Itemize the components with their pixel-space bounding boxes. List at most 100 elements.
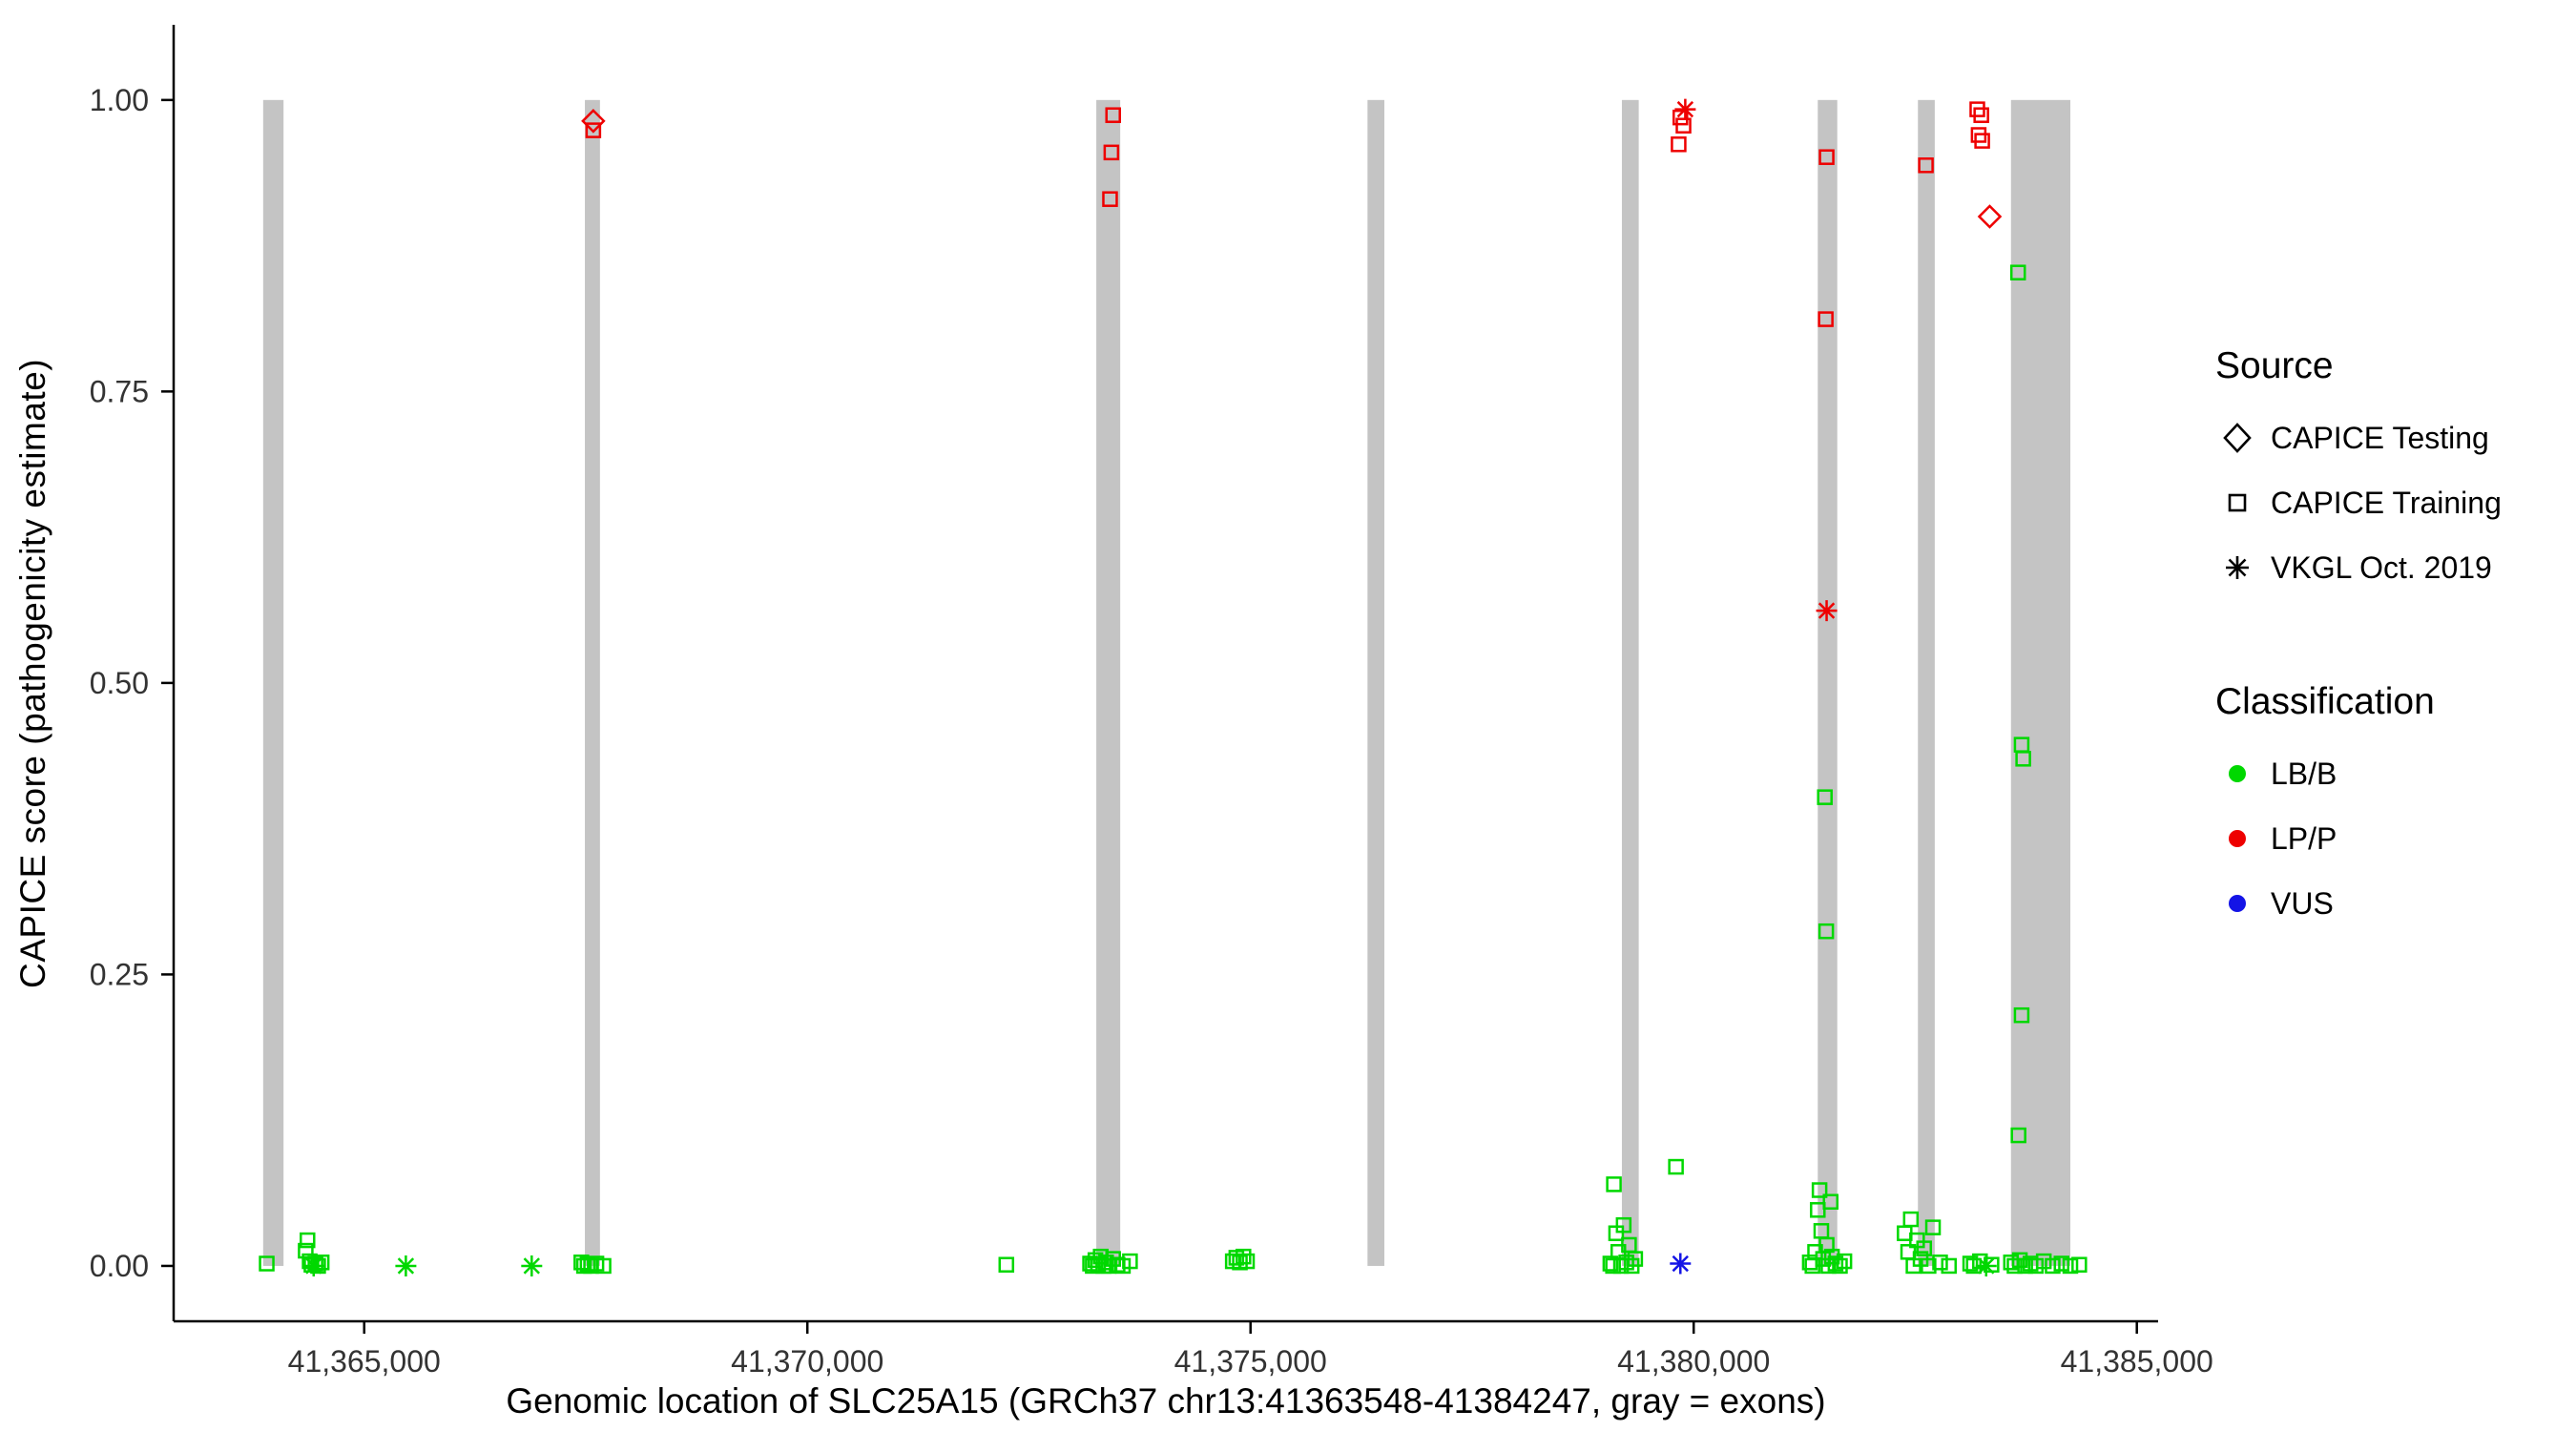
diamond-icon <box>2223 423 2252 453</box>
point-square <box>1668 1158 1684 1175</box>
point-square <box>1916 1240 1932 1256</box>
legend-item-label: CAPICE Testing <box>2271 420 2489 455</box>
point-square <box>1818 311 1834 327</box>
legend-source-title: Source <box>2215 345 2334 386</box>
point-asterisk <box>395 1255 417 1276</box>
point-square <box>1818 149 1835 165</box>
exon-bar <box>1621 99 1639 1266</box>
point-square <box>1984 1256 2000 1273</box>
x-tick-label: 41,375,000 <box>1174 1344 1327 1379</box>
point-square <box>2062 1257 2079 1275</box>
y-tick-label: 1.00 <box>90 83 149 117</box>
point-square <box>1236 1248 1252 1265</box>
x-tick-label: 41,385,000 <box>2061 1344 2213 1379</box>
point-square <box>2009 264 2026 280</box>
point-square <box>313 1255 330 1271</box>
point-square <box>1962 1255 1979 1272</box>
x-tick-label: 41,365,000 <box>288 1344 441 1379</box>
x-tick-label: 41,370,000 <box>731 1344 883 1379</box>
point-square <box>1675 117 1692 134</box>
point-square <box>1818 923 1835 940</box>
legend-item-capice-testing: CAPICE Testing <box>2215 416 2570 460</box>
point-square <box>1238 1253 1256 1270</box>
y-axis-title: CAPICE score (pathogenicity estimate) <box>13 358 52 989</box>
y-tick-label: 0.75 <box>90 374 149 408</box>
asterisk-icon <box>2226 556 2249 579</box>
point-square <box>300 1232 316 1249</box>
legend-item-label: CAPICE Training <box>2271 485 2502 520</box>
point-square <box>1811 1182 1828 1198</box>
point-square <box>1102 191 1118 207</box>
point-square <box>2027 1257 2045 1275</box>
point-square <box>1827 1255 1844 1272</box>
point-square <box>1941 1257 1958 1275</box>
point-asterisk <box>521 1255 543 1276</box>
point-square <box>1672 109 1689 126</box>
exon-bar <box>1367 99 1384 1266</box>
point-square <box>1627 1251 1644 1267</box>
legend-item-lpp: LP/P <box>2215 817 2570 861</box>
point-square <box>1606 1176 1622 1192</box>
red-dot-icon <box>2229 830 2246 847</box>
legend-item-capice-training: CAPICE Training <box>2215 481 2570 525</box>
point-square <box>1615 1216 1632 1234</box>
point-square <box>1818 1236 1835 1254</box>
point-square <box>1671 136 1687 153</box>
point-square <box>998 1256 1015 1273</box>
legend-item-vus: VUS <box>2215 881 2570 925</box>
point-square <box>1822 1193 1839 1210</box>
green-dot-icon <box>2229 765 2246 782</box>
legend-item-label: LB/B <box>2271 756 2337 791</box>
exon-bar <box>1918 99 1935 1266</box>
point-square <box>2053 1255 2069 1272</box>
point-square <box>1103 144 1120 161</box>
point-diamond <box>1977 204 2003 229</box>
point-square <box>2010 1127 2026 1144</box>
point-square <box>1105 107 1121 123</box>
point-square <box>1973 107 1989 123</box>
point-square <box>1921 1257 1937 1275</box>
point-asterisk <box>1816 600 1838 622</box>
point-diamond <box>581 109 606 134</box>
exon-bar <box>1818 99 1838 1266</box>
x-tick-label: 41,380,000 <box>1617 1344 1770 1379</box>
exon-bar <box>262 99 284 1266</box>
exon-bar <box>585 99 600 1266</box>
y-tick-label: 0.50 <box>90 666 149 700</box>
point-asterisk <box>1670 1253 1692 1275</box>
legend-classification-title: Classification <box>2215 681 2435 722</box>
point-square <box>1902 1211 1920 1228</box>
point-square <box>1810 1202 1826 1218</box>
point-asterisk <box>302 1255 324 1276</box>
point-square <box>1836 1253 1853 1270</box>
point-square <box>259 1255 275 1272</box>
point-square <box>2035 1253 2052 1270</box>
legend: Source CAPICE Testing CAPICE Training VK… <box>2215 345 2570 946</box>
point-square <box>585 122 602 138</box>
blue-dot-icon <box>2229 895 2246 912</box>
point-square <box>1817 789 1833 805</box>
legend-item-vkgl: VKGL Oct. 2019 <box>2215 546 2570 590</box>
exon-bar <box>1096 99 1121 1266</box>
point-square <box>1924 1219 1942 1235</box>
point-square <box>2017 1257 2033 1275</box>
legend-item-label: VUS <box>2271 885 2334 921</box>
point-asterisk <box>1975 1255 1997 1276</box>
point-square <box>2015 751 2031 767</box>
legend-item-label: VKGL Oct. 2019 <box>2271 550 2492 585</box>
exon-bar <box>2010 99 2071 1266</box>
point-square <box>1974 133 1990 149</box>
y-tick-label: 0.25 <box>90 957 149 991</box>
square-icon <box>2228 493 2247 512</box>
point-square <box>1122 1253 1138 1270</box>
x-axis-title: Genomic location of SLC25A15 (GRCh37 chr… <box>506 1381 1826 1421</box>
point-square <box>595 1257 612 1275</box>
point-square <box>1602 1255 1619 1272</box>
point-square <box>310 1257 326 1275</box>
point-square <box>1918 157 1934 174</box>
legend-item-label: LP/P <box>2271 820 2337 856</box>
point-square <box>2013 1006 2030 1024</box>
point-square <box>1832 1257 1848 1275</box>
point-square <box>2071 1256 2088 1273</box>
